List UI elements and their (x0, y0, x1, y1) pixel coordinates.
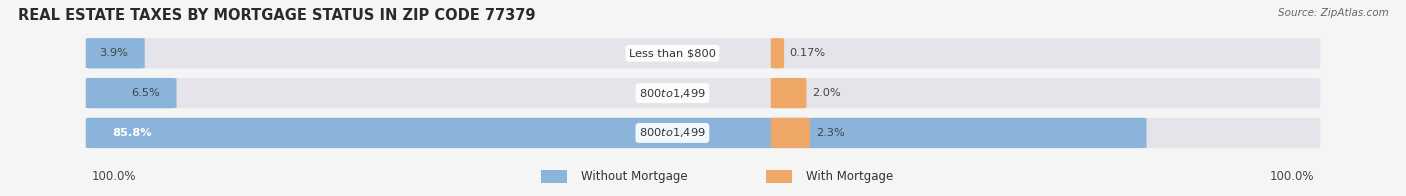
FancyBboxPatch shape (770, 78, 807, 108)
Text: 6.5%: 6.5% (131, 88, 160, 98)
FancyBboxPatch shape (541, 170, 567, 183)
FancyBboxPatch shape (770, 38, 785, 68)
FancyBboxPatch shape (86, 118, 1320, 148)
FancyBboxPatch shape (766, 170, 792, 183)
Text: 85.8%: 85.8% (112, 128, 152, 138)
Text: REAL ESTATE TAXES BY MORTGAGE STATUS IN ZIP CODE 77379: REAL ESTATE TAXES BY MORTGAGE STATUS IN … (18, 8, 536, 23)
FancyBboxPatch shape (86, 78, 177, 108)
Text: $800 to $1,499: $800 to $1,499 (638, 87, 706, 100)
Text: Source: ZipAtlas.com: Source: ZipAtlas.com (1278, 8, 1389, 18)
FancyBboxPatch shape (86, 38, 1320, 68)
FancyBboxPatch shape (86, 118, 1146, 148)
Text: $800 to $1,499: $800 to $1,499 (638, 126, 706, 139)
FancyBboxPatch shape (86, 38, 145, 68)
Text: 3.9%: 3.9% (98, 48, 128, 58)
FancyBboxPatch shape (770, 118, 810, 148)
Text: 100.0%: 100.0% (1270, 170, 1315, 183)
Text: 100.0%: 100.0% (91, 170, 136, 183)
Text: Without Mortgage: Without Mortgage (581, 170, 688, 183)
FancyBboxPatch shape (86, 78, 1320, 108)
Text: With Mortgage: With Mortgage (806, 170, 893, 183)
Text: Less than $800: Less than $800 (628, 48, 716, 58)
Text: 2.3%: 2.3% (815, 128, 845, 138)
Text: 0.17%: 0.17% (790, 48, 825, 58)
Text: 2.0%: 2.0% (813, 88, 841, 98)
